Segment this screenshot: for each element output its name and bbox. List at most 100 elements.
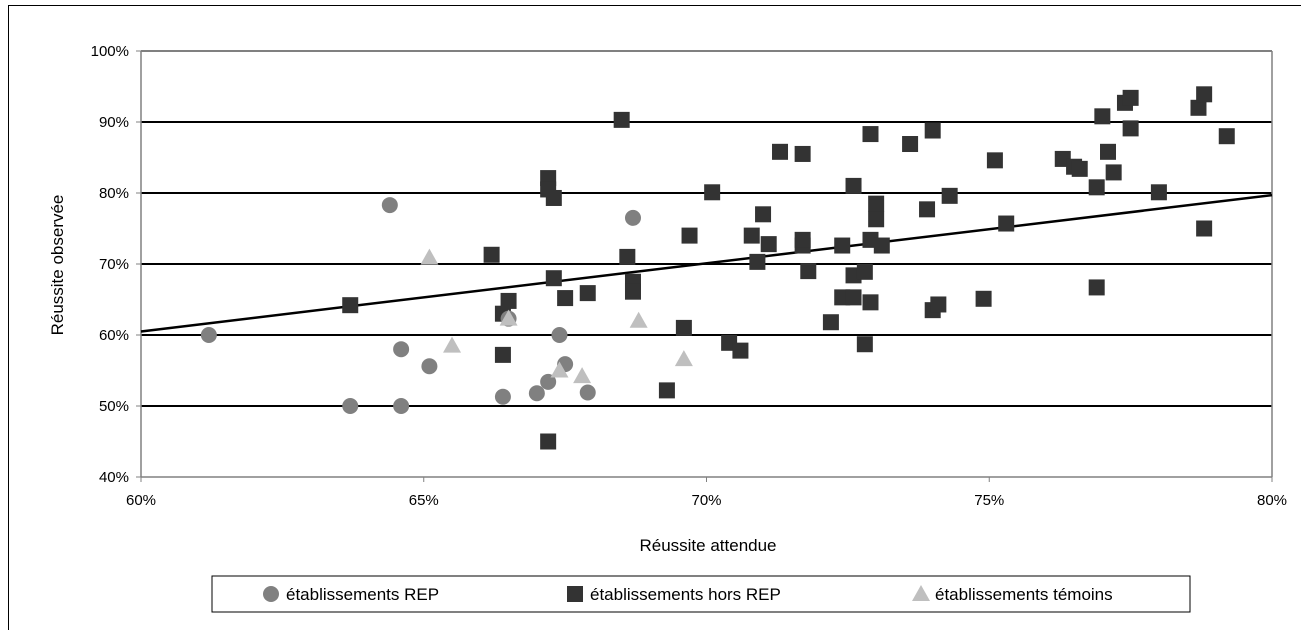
- point-square: [975, 290, 992, 307]
- legend: établissements REP établissements hors RE…: [211, 575, 1191, 613]
- point-square: [924, 122, 941, 139]
- point-square: [500, 292, 517, 309]
- point-square: [941, 187, 958, 204]
- point-circle: [342, 398, 359, 414]
- point-square: [545, 189, 562, 206]
- point-square: [1196, 86, 1213, 103]
- point-square: [986, 152, 1003, 169]
- point-triangle: [674, 350, 693, 367]
- x-tick-label: 60%: [126, 492, 156, 509]
- point-square: [845, 177, 862, 194]
- point-circle: [494, 388, 511, 405]
- trendline: [140, 193, 1273, 333]
- y-tick-label: 60%: [99, 327, 129, 344]
- legend-box: [211, 575, 1191, 613]
- point-square: [494, 346, 511, 363]
- legend-label: établissements REP: [286, 585, 439, 604]
- point-square: [743, 227, 760, 244]
- point-square: [619, 248, 636, 265]
- point-square: [902, 136, 919, 153]
- point-square: [1190, 99, 1207, 116]
- point-square: [749, 253, 766, 270]
- point-square: [919, 201, 936, 218]
- y-tick-label: 70%: [99, 256, 129, 273]
- point-circle: [200, 327, 217, 343]
- point-circle: [624, 209, 641, 226]
- legend-label: établissements hors REP: [590, 585, 781, 604]
- point-square: [834, 237, 851, 254]
- point-square: [1071, 160, 1088, 177]
- point-triangle: [573, 367, 592, 384]
- point-triangle: [420, 248, 439, 265]
- point-circle: [393, 398, 410, 414]
- point-square: [540, 433, 557, 450]
- legend-marker-square: [567, 586, 583, 602]
- point-square: [862, 294, 879, 311]
- point-square: [794, 231, 811, 248]
- point-square: [1122, 89, 1139, 106]
- point-square: [822, 314, 839, 331]
- point-square: [1105, 164, 1122, 181]
- y-tick-label: 80%: [99, 185, 129, 202]
- point-square: [930, 296, 947, 313]
- data-marks: [200, 86, 1235, 450]
- tick-labels: 40% 50% 60% 70% 80% 90% 100% 60% 65% 70% 75% 80%: [91, 43, 1287, 509]
- point-square: [868, 211, 885, 228]
- point-square: [856, 336, 873, 353]
- trendline-group: [140, 193, 1273, 333]
- point-square: [755, 206, 772, 223]
- point-square: [760, 236, 777, 253]
- y-tick-label: 40%: [99, 469, 129, 486]
- point-square: [557, 290, 574, 307]
- x-tick-label: 65%: [409, 492, 439, 509]
- point-square: [845, 289, 862, 306]
- point-square: [998, 215, 1015, 232]
- point-square: [483, 246, 500, 263]
- point-square: [1088, 179, 1105, 196]
- point-triangle: [443, 336, 462, 353]
- point-square: [1100, 143, 1117, 160]
- point-circle: [579, 384, 596, 401]
- x-tick-label: 70%: [691, 492, 721, 509]
- point-square: [704, 184, 721, 201]
- point-square: [579, 285, 596, 302]
- point-square: [545, 270, 562, 287]
- point-square: [1094, 108, 1111, 125]
- y-tick-label: 90%: [99, 114, 129, 131]
- point-square: [613, 111, 630, 128]
- legend-label: établissements témoins: [935, 585, 1113, 604]
- y-axis-title: Réussite observée: [48, 195, 67, 336]
- point-square: [675, 319, 692, 336]
- point-circle: [381, 197, 398, 214]
- point-triangle: [629, 311, 648, 328]
- x-tick-label: 80%: [1257, 492, 1287, 509]
- point-square: [1218, 128, 1235, 145]
- x-axis-title: Réussite attendue: [639, 536, 776, 555]
- point-circle: [421, 358, 438, 375]
- point-square: [342, 297, 359, 314]
- point-square: [1088, 279, 1105, 296]
- y-tick-label: 50%: [99, 398, 129, 415]
- point-square: [856, 263, 873, 280]
- point-square: [624, 283, 641, 300]
- point-square: [658, 382, 675, 399]
- point-circle: [540, 373, 557, 390]
- point-square: [1196, 220, 1213, 237]
- point-square: [732, 342, 749, 359]
- point-square: [772, 143, 789, 160]
- x-tick-label: 75%: [974, 492, 1004, 509]
- point-square: [681, 227, 698, 244]
- legend-marker-triangle: [912, 585, 930, 601]
- point-square: [868, 195, 885, 212]
- point-triangle: [550, 361, 569, 378]
- chart-frame: [8, 5, 1301, 630]
- point-square: [873, 237, 890, 254]
- point-circle: [393, 341, 410, 358]
- point-circle: [528, 385, 545, 402]
- y-tick-label: 100%: [91, 43, 129, 60]
- point-square: [1150, 184, 1167, 201]
- point-square: [862, 126, 879, 143]
- point-square: [800, 263, 817, 280]
- point-triangle: [499, 309, 518, 326]
